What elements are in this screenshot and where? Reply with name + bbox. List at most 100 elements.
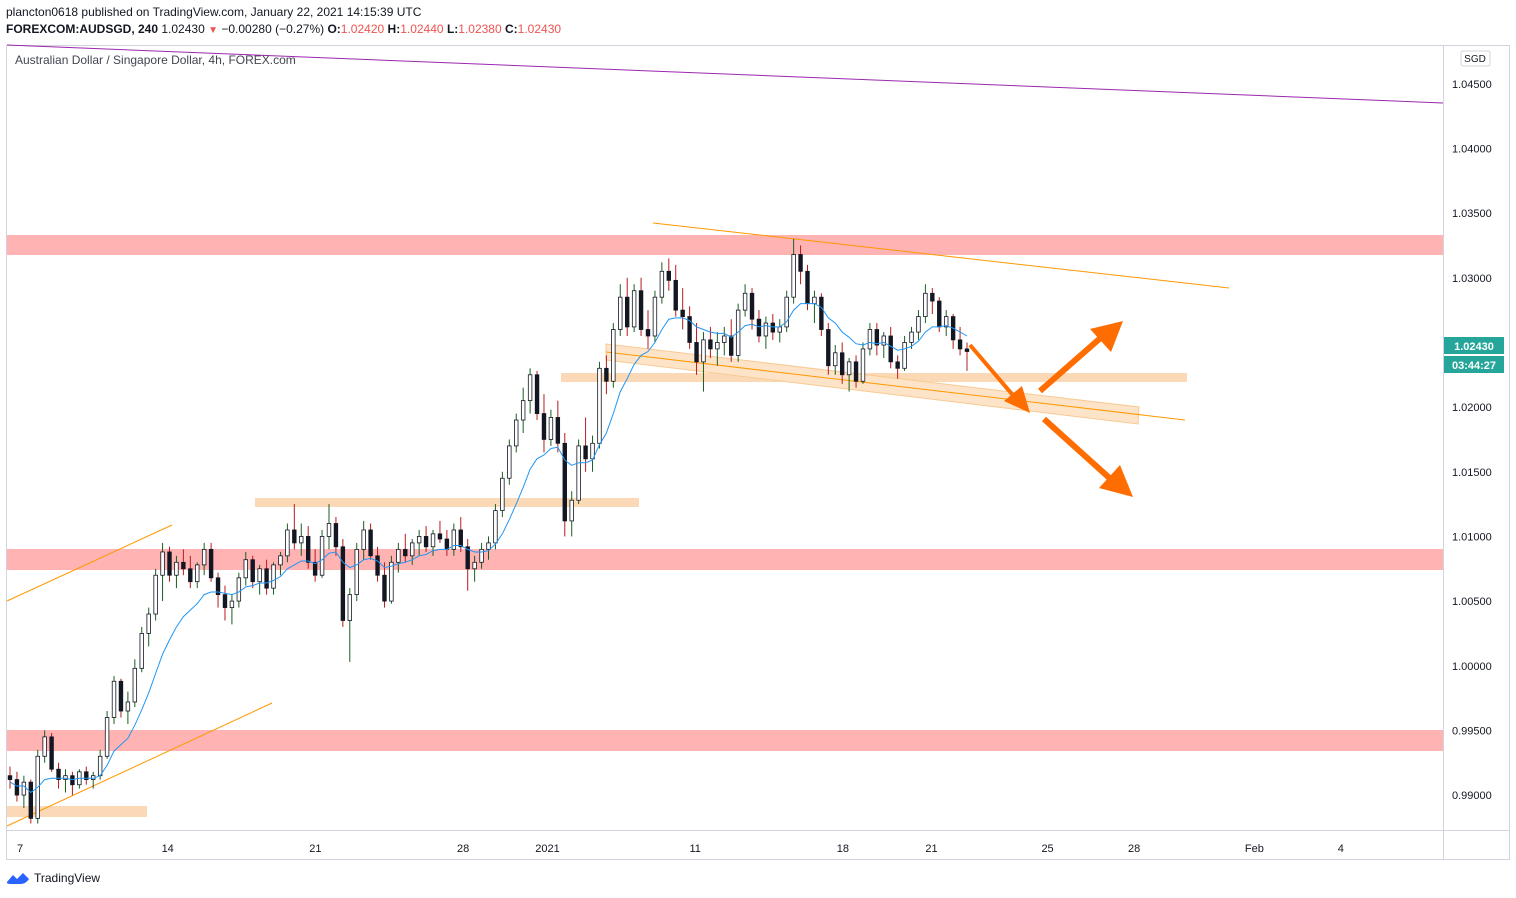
rising-trendline-lower[interactable] — [6, 702, 273, 827]
projection-arrows[interactable] — [968, 321, 1133, 497]
candle[interactable] — [826, 323, 831, 375]
candle[interactable] — [49, 733, 54, 772]
candle[interactable] — [874, 323, 880, 356]
rising-trendline-upper[interactable] — [6, 524, 173, 602]
candle[interactable] — [375, 546, 380, 582]
candle[interactable] — [28, 779, 34, 824]
candle[interactable] — [229, 594, 235, 625]
candle[interactable] — [624, 277, 630, 336]
candle[interactable] — [118, 678, 124, 718]
candle[interactable] — [860, 342, 866, 384]
candle[interactable] — [798, 245, 803, 285]
candle[interactable] — [104, 711, 110, 759]
candle[interactable] — [611, 323, 616, 388]
candle[interactable] — [673, 264, 678, 317]
candle[interactable] — [111, 676, 117, 724]
candle[interactable] — [853, 355, 859, 388]
candle[interactable] — [763, 316, 769, 349]
candle[interactable] — [659, 262, 665, 304]
candle[interactable] — [215, 572, 221, 608]
candle[interactable] — [694, 323, 699, 375]
candle[interactable] — [403, 533, 408, 563]
candle[interactable] — [354, 542, 359, 602]
candle[interactable] — [597, 361, 602, 449]
candle[interactable] — [749, 288, 755, 330]
candle[interactable] — [548, 409, 554, 446]
candle[interactable] — [486, 536, 491, 560]
candle[interactable] — [236, 572, 242, 608]
candle[interactable] — [243, 551, 248, 586]
tradingview-brand[interactable]: TradingView — [34, 871, 101, 885]
candle[interactable] — [292, 504, 297, 550]
candle[interactable] — [465, 539, 470, 591]
resistance-zone[interactable] — [7, 235, 1443, 255]
candle[interactable] — [56, 762, 61, 789]
orange-zone-mid[interactable] — [255, 498, 639, 507]
candle[interactable] — [881, 332, 886, 358]
candle[interactable] — [264, 559, 269, 595]
candle[interactable] — [84, 766, 89, 785]
candle[interactable] — [631, 284, 637, 333]
descending-channel-zone[interactable] — [605, 343, 1140, 425]
candle[interactable] — [396, 542, 401, 573]
candle[interactable] — [888, 326, 893, 369]
candle[interactable] — [576, 439, 581, 505]
candle[interactable] — [923, 284, 928, 324]
candle[interactable] — [312, 549, 318, 582]
candle[interactable] — [541, 394, 547, 453]
candle[interactable] — [305, 526, 311, 569]
candle[interactable] — [742, 284, 748, 317]
candle[interactable] — [943, 310, 949, 336]
candle[interactable] — [195, 562, 200, 589]
candle[interactable] — [950, 313, 956, 349]
candle[interactable] — [423, 526, 429, 552]
candle[interactable] — [430, 529, 436, 556]
candle[interactable] — [812, 290, 817, 324]
candle[interactable] — [63, 769, 68, 793]
candle[interactable] — [493, 504, 498, 550]
candle[interactable] — [7, 766, 13, 789]
candle[interactable] — [791, 238, 796, 304]
candle[interactable] — [250, 555, 255, 589]
candle[interactable] — [583, 417, 588, 472]
candle[interactable] — [382, 562, 387, 608]
candle[interactable] — [604, 355, 609, 395]
candle[interactable] — [146, 607, 151, 647]
candle[interactable] — [722, 326, 727, 356]
candle[interactable] — [333, 517, 339, 556]
candle[interactable] — [160, 542, 165, 602]
candle[interactable] — [846, 357, 852, 392]
candle[interactable] — [520, 387, 526, 433]
candle[interactable] — [208, 542, 214, 582]
candle[interactable] — [410, 539, 415, 565]
candle[interactable] — [167, 546, 172, 582]
candle[interactable] — [437, 520, 443, 543]
candle[interactable] — [299, 523, 304, 556]
candle[interactable] — [652, 290, 658, 343]
candle[interactable] — [666, 258, 672, 291]
candle[interactable] — [507, 439, 512, 485]
candle[interactable] — [278, 551, 283, 576]
candle[interactable] — [14, 771, 20, 802]
candle[interactable] — [132, 659, 138, 708]
candle[interactable] — [729, 319, 734, 362]
candle[interactable] — [756, 310, 762, 343]
support-zone-mid[interactable] — [7, 549, 1443, 570]
upper-trendline[interactable] — [652, 222, 1230, 289]
candle[interactable] — [257, 564, 262, 595]
candle[interactable] — [916, 310, 921, 340]
symbol-label[interactable]: FOREXCOM:AUDSGD, 240 — [6, 22, 159, 36]
candle[interactable] — [930, 288, 935, 314]
candle[interactable] — [139, 626, 144, 673]
candle[interactable] — [534, 370, 540, 421]
candle[interactable] — [70, 771, 75, 796]
candle[interactable] — [590, 435, 595, 472]
candle[interactable] — [416, 529, 422, 556]
candle[interactable] — [777, 319, 782, 343]
candle[interactable] — [687, 306, 692, 349]
candle[interactable] — [895, 355, 900, 379]
candle[interactable] — [340, 539, 346, 627]
purple-trendline[interactable] — [6, 44, 1444, 104]
candle[interactable] — [902, 335, 907, 371]
candle[interactable] — [527, 368, 533, 414]
